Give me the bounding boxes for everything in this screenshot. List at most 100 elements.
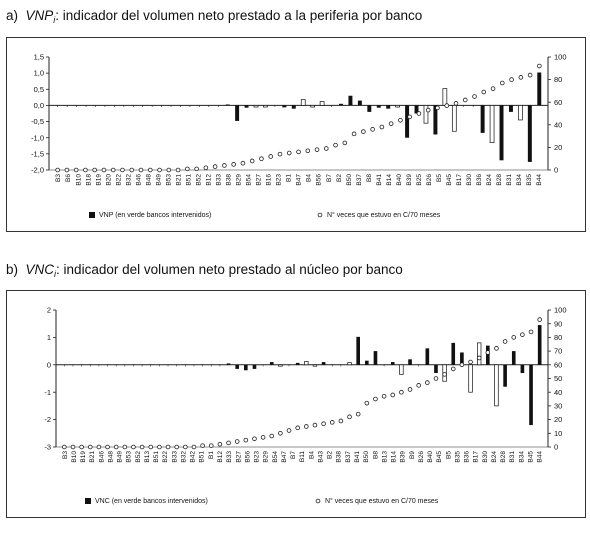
panel-b-category-label: B38	[336, 451, 343, 463]
panel-a-dot	[249, 158, 255, 164]
panel-b-dot	[226, 440, 231, 446]
panel-b-dot	[87, 444, 93, 450]
panel-a-category-label: B37	[356, 174, 363, 186]
panel-b-dot	[113, 444, 119, 450]
panel-b-bar	[235, 364, 239, 369]
panel-a-dot	[64, 167, 70, 173]
panel-b-category-label: B43	[317, 451, 324, 463]
panel-b-dot	[502, 339, 508, 344]
panel-b-dot	[450, 366, 456, 372]
panel-a-category-label: B3	[55, 174, 62, 182]
panel-b-dot	[433, 376, 439, 381]
panel-a-dot	[323, 146, 329, 151]
panel-a-dot	[537, 63, 542, 69]
panel-a-right-tick-label: 60	[554, 98, 562, 107]
panel-a-category-label: B44	[536, 174, 543, 186]
panel-b-category-label: B27	[235, 451, 242, 463]
panel-b-category-label: B41	[354, 451, 361, 463]
panel-a-letter: a)	[6, 8, 19, 23]
panel-b-dot	[468, 359, 473, 365]
panel-a-bar	[282, 105, 287, 108]
panel-b-bar	[494, 364, 499, 407]
panel-a-dot	[286, 150, 292, 156]
panel-b-dot	[243, 437, 249, 443]
panel-a-left-tick-label: -2,0	[31, 166, 44, 175]
panel-a-category-label: B23	[276, 174, 283, 186]
panel-b-bar	[365, 360, 369, 365]
panel-b-legend-dot-swatch	[315, 498, 321, 504]
panel-a-bar	[348, 95, 353, 106]
panel-b-dot	[208, 443, 214, 448]
panel-b-category-label: B47	[281, 451, 288, 463]
panel-b-dot	[355, 411, 361, 417]
panel-a-category-label: B2	[336, 174, 343, 182]
panel-b-category-label: B11	[299, 451, 306, 462]
panel-b-category-label: B34	[518, 451, 525, 463]
panel-a-legend-dot-label: N° veces que estuvo en C/70 meses	[327, 211, 441, 219]
panel-b-title-sub: i	[54, 269, 57, 279]
panel-a-legend-bar-swatch	[89, 212, 95, 218]
panel-a-title-rest: : indicador del volumen neto prestado a …	[55, 8, 423, 23]
panel-a-dot	[222, 163, 227, 168]
panel-b-category-label: B53	[126, 451, 133, 463]
panel-a-category-label: B32	[125, 174, 132, 186]
panel-b-dot	[407, 387, 413, 392]
panel-a-dot	[472, 94, 477, 99]
panel-a-dot	[138, 167, 144, 173]
panel-b-right-tick-label: 20	[554, 415, 562, 424]
panel-a-category-label: B4	[306, 174, 313, 182]
panel-a-bar	[423, 105, 429, 124]
panel-a-category-label: B22	[115, 174, 122, 186]
panel-a-dot	[240, 160, 246, 166]
panel-a-category-label: B39	[406, 174, 413, 186]
panel-b-left-tick-label: 0	[47, 360, 51, 369]
panel-a-category-label: B28	[496, 174, 503, 186]
panel-a-bar	[244, 105, 249, 108]
panel-a-bar	[508, 105, 513, 112]
panel-b-category-label: B35	[454, 451, 461, 463]
panel-b-title-rest: : indicador del volumen neto prestado al…	[56, 262, 403, 277]
panel-b-category-label: B52	[135, 451, 142, 463]
panel-b-category-label: B23	[254, 451, 261, 463]
panel-b-legend-bar-label: VNC (en verde bancos intervenidos)	[95, 498, 208, 505]
panel-b-category-label: B7	[290, 451, 297, 459]
panel-b-dot	[131, 444, 136, 450]
panel-a-bar	[253, 105, 259, 108]
panel-a-dot	[166, 167, 172, 173]
panel-b-dot	[62, 444, 67, 450]
panel-b-dot	[442, 372, 447, 377]
panel-b-dot	[347, 414, 352, 420]
panel-b-category-label: B13	[144, 451, 151, 463]
panel-a-category-label: B38	[226, 174, 233, 186]
panel-a-category-label: B45	[446, 174, 453, 186]
panel-a-category-label: B56	[316, 174, 323, 186]
panel-b-category-label: B45	[528, 451, 535, 463]
panel-b-dot	[260, 435, 266, 440]
panel-a-category-label: B14	[386, 174, 393, 186]
panel-b-dot	[381, 394, 387, 399]
panel-b-right-tick-label: 50	[554, 374, 562, 383]
panel-a-dot	[361, 129, 366, 134]
panel-b-dot	[390, 392, 396, 398]
panel-b-right-tick-label: 10	[554, 429, 562, 438]
panel-a-dot	[527, 72, 533, 78]
panel-a-category-label: B46	[135, 174, 142, 186]
panel-b-dot	[304, 424, 309, 429]
panel-b-dot	[70, 444, 76, 450]
panel-a-bar	[433, 105, 438, 135]
panel-b-bar	[425, 348, 430, 365]
panel-b-category-label: B26	[418, 451, 425, 463]
panel-a-category-label: B54	[246, 174, 253, 186]
panel-a-dot	[73, 167, 79, 173]
panel-b-bar	[312, 364, 318, 367]
panel-b-dot	[234, 439, 240, 444]
panel-b-dot	[537, 317, 542, 322]
panel-b-dot	[511, 335, 517, 340]
panel-b-dot	[165, 444, 171, 450]
panel-a-dot	[416, 111, 422, 116]
panel-a-bar	[405, 105, 410, 138]
panel-b-dot	[425, 380, 430, 385]
panel-b-category-label: B33	[226, 451, 233, 463]
panel-b-bar	[373, 351, 378, 365]
panel-b-dot	[269, 433, 275, 439]
